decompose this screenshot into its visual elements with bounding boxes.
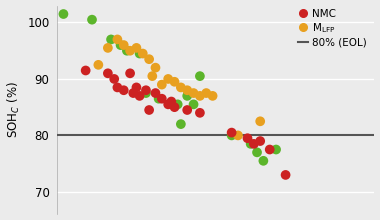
Point xyxy=(251,142,257,146)
Point xyxy=(146,57,152,61)
Point xyxy=(184,94,190,98)
Point xyxy=(184,88,190,92)
Point xyxy=(156,97,162,101)
Point xyxy=(203,91,209,95)
Point xyxy=(190,103,196,106)
Point xyxy=(184,108,190,112)
Point xyxy=(168,100,174,103)
Point xyxy=(175,103,181,106)
Point xyxy=(117,43,124,47)
Y-axis label: SOH$_C$ (%): SOH$_C$ (%) xyxy=(6,82,22,138)
Point xyxy=(257,119,263,123)
Point xyxy=(254,150,260,154)
Point xyxy=(89,18,95,21)
Point xyxy=(190,91,196,95)
Point xyxy=(244,136,250,140)
Point xyxy=(209,94,215,98)
Point xyxy=(229,131,235,134)
Point xyxy=(197,111,203,115)
Point xyxy=(114,86,120,89)
Point xyxy=(273,148,279,151)
Point xyxy=(229,134,235,137)
Point xyxy=(260,159,266,163)
Point xyxy=(197,94,203,98)
Point xyxy=(133,46,139,50)
Point xyxy=(149,74,155,78)
Point xyxy=(267,148,273,151)
Point xyxy=(60,12,66,16)
Point xyxy=(114,38,120,41)
Point xyxy=(136,94,142,98)
Point xyxy=(159,83,165,86)
Point xyxy=(143,88,149,92)
Point xyxy=(248,142,254,146)
Point xyxy=(108,38,114,41)
Point xyxy=(152,91,158,95)
Point xyxy=(82,69,89,72)
Point xyxy=(178,122,184,126)
Point xyxy=(130,91,136,95)
Point xyxy=(105,72,111,75)
Point xyxy=(121,43,127,47)
Point xyxy=(146,108,152,112)
Point xyxy=(159,97,165,101)
Point xyxy=(235,134,241,137)
Point xyxy=(95,63,101,67)
Point xyxy=(105,46,111,50)
Point xyxy=(165,77,171,81)
Legend: NMC, M$_{\mathregular{LFP}}$, 80% (EOL): NMC, M$_{\mathregular{LFP}}$, 80% (EOL) xyxy=(296,7,369,50)
Point xyxy=(171,105,177,109)
Point xyxy=(143,91,149,95)
Point xyxy=(171,80,177,84)
Point xyxy=(178,86,184,89)
Point xyxy=(165,103,171,106)
Point xyxy=(140,52,146,55)
Point xyxy=(121,88,127,92)
Point xyxy=(127,49,133,53)
Point xyxy=(152,66,158,70)
Point xyxy=(257,139,263,143)
Point xyxy=(111,77,117,81)
Point xyxy=(127,72,133,75)
Point xyxy=(283,173,289,177)
Point xyxy=(197,74,203,78)
Point xyxy=(136,52,142,55)
Point xyxy=(124,49,130,53)
Point xyxy=(133,86,139,89)
